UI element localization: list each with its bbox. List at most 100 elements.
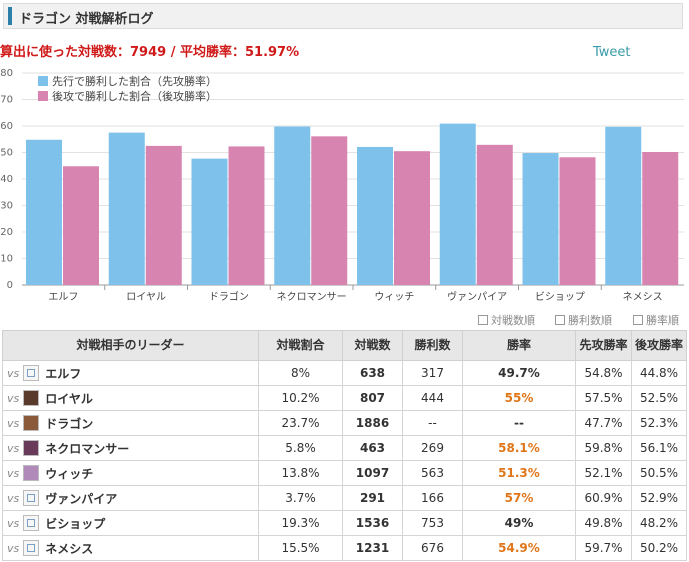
leader-name[interactable]: ネクロマンサー xyxy=(45,442,129,456)
bar-first-winrate xyxy=(109,133,145,285)
leader-name[interactable]: ウィッチ xyxy=(45,467,93,481)
games-cell: 807 xyxy=(343,386,403,411)
y-tick-label: 80 xyxy=(0,68,13,79)
first-winrate-cell: 60.9% xyxy=(576,486,632,511)
leader-cell: vs ネメシス xyxy=(3,536,259,561)
royal-leader-icon xyxy=(23,390,39,406)
games-cell: 1536 xyxy=(343,511,403,536)
share-cell: 3.7% xyxy=(259,486,343,511)
legend-swatch-first xyxy=(38,76,48,86)
table-row[interactable]: vs ネクロマンサー 5.8% 463 269 58.1% 59.8% 56.1% xyxy=(3,436,687,461)
leader-cell: vs エルフ xyxy=(3,361,259,386)
sort-by-winrate[interactable]: 勝率順 xyxy=(633,312,679,328)
sort-by-wins[interactable]: 勝利数順 xyxy=(555,312,612,328)
games-cell: 1097 xyxy=(343,461,403,486)
bar-second-winrate xyxy=(560,157,596,285)
broken-image-icon xyxy=(23,515,39,531)
winrate-cell: 58.1% xyxy=(463,436,576,461)
tweet-link[interactable]: Tweet xyxy=(593,45,631,60)
second-winrate-cell: 52.3% xyxy=(632,411,687,436)
vs-label: vs xyxy=(7,467,19,480)
wins-cell: 753 xyxy=(403,511,463,536)
leader-name[interactable]: ネメシス xyxy=(45,542,93,556)
col-second-winrate[interactable]: 後攻勝率 xyxy=(632,331,687,361)
games-cell: 463 xyxy=(343,436,403,461)
bar-first-winrate xyxy=(523,153,559,285)
games-cell: 1231 xyxy=(343,536,403,561)
y-tick-label: 30 xyxy=(0,201,13,212)
y-tick-label: 70 xyxy=(0,95,13,106)
first-winrate-cell: 59.8% xyxy=(576,436,632,461)
winrate-cell: 49% xyxy=(463,511,576,536)
col-leader[interactable]: 対戦相手のリーダー xyxy=(3,331,259,361)
bar-first-winrate xyxy=(440,124,476,285)
bar-first-winrate xyxy=(274,127,310,285)
vs-label: vs xyxy=(7,417,19,430)
x-tick-label: ウィッチ xyxy=(374,291,414,303)
share-cell: 23.7% xyxy=(259,411,343,436)
table-row[interactable]: vs ビショップ 19.3% 1536 753 49% 49.8% 48.2% xyxy=(3,511,687,536)
leader-name[interactable]: エルフ xyxy=(45,367,81,381)
table-row[interactable]: vs ロイヤル 10.2% 807 444 55% 57.5% 52.5% xyxy=(3,386,687,411)
x-tick-label: ネメシス xyxy=(623,291,663,303)
vs-label: vs xyxy=(7,392,19,405)
share-cell: 19.3% xyxy=(259,511,343,536)
wins-cell: 444 xyxy=(403,386,463,411)
second-winrate-cell: 48.2% xyxy=(632,511,687,536)
vs-label: vs xyxy=(7,492,19,505)
table-row[interactable]: vs エルフ 8% 638 317 49.7% 54.8% 44.8% xyxy=(3,361,687,386)
table-row[interactable]: vs ヴァンパイア 3.7% 291 166 57% 60.9% 52.9% xyxy=(3,486,687,511)
first-winrate-cell: 59.7% xyxy=(576,536,632,561)
bar-second-winrate xyxy=(642,152,678,285)
wins-cell: 676 xyxy=(403,536,463,561)
broken-image-icon xyxy=(23,490,39,506)
col-games[interactable]: 対戦数 xyxy=(343,331,403,361)
section-header: ドラゴン 対戦解析ログ xyxy=(3,3,683,29)
y-tick-label: 10 xyxy=(0,254,13,265)
x-tick-label: エルフ xyxy=(48,292,78,303)
col-first-winrate[interactable]: 先攻勝率 xyxy=(576,331,632,361)
winrate-cell: 55% xyxy=(463,386,576,411)
leader-name[interactable]: ビショップ xyxy=(45,517,105,531)
sort-wins-label: 勝利数順 xyxy=(568,314,612,327)
legend-label-second: 後攻で勝利した割合（後攻勝率） xyxy=(52,89,217,103)
wins-cell: 166 xyxy=(403,486,463,511)
leader-name[interactable]: ロイヤル xyxy=(45,392,93,406)
leader-cell: vs ウィッチ xyxy=(3,461,259,486)
bar-second-winrate xyxy=(63,166,99,285)
leader-cell: vs ネクロマンサー xyxy=(3,436,259,461)
second-winrate-cell: 44.8% xyxy=(632,361,687,386)
vs-label: vs xyxy=(7,517,19,530)
sort-checkbox[interactable] xyxy=(633,315,643,325)
second-winrate-cell: 56.1% xyxy=(632,436,687,461)
col-share[interactable]: 対戦割合 xyxy=(259,331,343,361)
sort-by-games[interactable]: 対戦数順 xyxy=(478,312,535,328)
sort-games-label: 対戦数順 xyxy=(491,314,535,327)
sort-checkbox[interactable] xyxy=(478,315,488,325)
dragon-leader-icon xyxy=(23,415,39,431)
leader-name[interactable]: ヴァンパイア xyxy=(45,492,117,506)
first-winrate-cell: 47.7% xyxy=(576,411,632,436)
col-winrate[interactable]: 勝率 xyxy=(463,331,576,361)
sort-checkbox[interactable] xyxy=(555,315,565,325)
necromancer-leader-icon xyxy=(23,440,39,456)
games-cell: 638 xyxy=(343,361,403,386)
vs-label: vs xyxy=(7,542,19,555)
second-winrate-cell: 50.2% xyxy=(632,536,687,561)
table-row[interactable]: vs ウィッチ 13.8% 1097 563 51.3% 52.1% 50.5% xyxy=(3,461,687,486)
bar-first-winrate xyxy=(192,159,228,285)
share-cell: 5.8% xyxy=(259,436,343,461)
leader-cell: vs ヴァンパイア xyxy=(3,486,259,511)
y-tick-label: 50 xyxy=(0,148,13,159)
table-row[interactable]: vs ネメシス 15.5% 1231 676 54.9% 59.7% 50.2% xyxy=(3,536,687,561)
broken-image-icon xyxy=(23,365,39,381)
winrate-cell: -- xyxy=(463,411,576,436)
sort-winrate-label: 勝率順 xyxy=(646,314,679,327)
col-wins[interactable]: 勝利数 xyxy=(403,331,463,361)
second-winrate-cell: 52.9% xyxy=(632,486,687,511)
table-header-row: 対戦相手のリーダー 対戦割合 対戦数 勝利数 勝率 先攻勝率 後攻勝率 xyxy=(3,331,687,361)
leader-name[interactable]: ドラゴン xyxy=(45,417,93,431)
bar-second-winrate xyxy=(394,151,430,285)
winrate-cell: 57% xyxy=(463,486,576,511)
table-row[interactable]: vs ドラゴン 23.7% 1886 -- -- 47.7% 52.3% xyxy=(3,411,687,436)
